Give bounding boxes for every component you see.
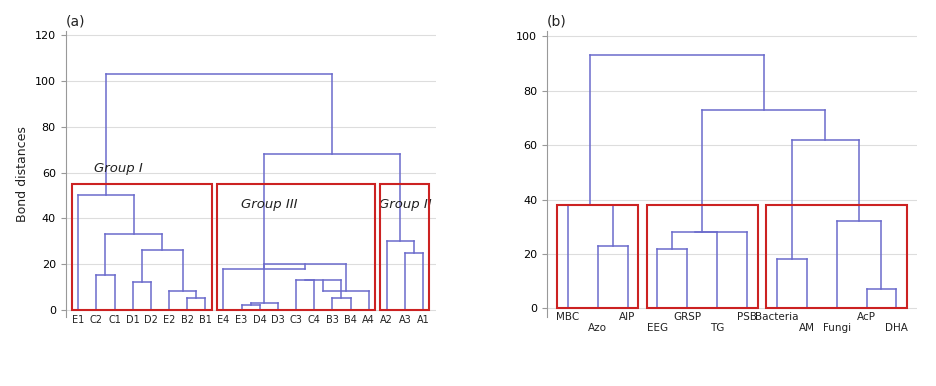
Text: A2: A2 bbox=[380, 315, 393, 325]
Text: AM: AM bbox=[798, 323, 814, 334]
Bar bbox=[767, 205, 907, 308]
Text: E1: E1 bbox=[72, 315, 84, 325]
Text: (a): (a) bbox=[66, 14, 85, 28]
Text: Fungi: Fungi bbox=[823, 323, 851, 334]
Text: A4: A4 bbox=[362, 315, 375, 325]
Text: D1: D1 bbox=[125, 315, 139, 325]
Bar bbox=[558, 205, 638, 308]
Bar bbox=[72, 184, 212, 310]
Bar bbox=[217, 184, 375, 310]
Text: MBC: MBC bbox=[556, 312, 579, 322]
Text: A1: A1 bbox=[417, 315, 430, 325]
Bar bbox=[380, 184, 430, 310]
Text: DHA: DHA bbox=[885, 323, 908, 334]
Text: C2: C2 bbox=[90, 315, 103, 325]
Text: PSB: PSB bbox=[737, 312, 757, 322]
Text: TG: TG bbox=[710, 323, 724, 334]
Text: EEG: EEG bbox=[647, 323, 668, 334]
Text: (b): (b) bbox=[547, 14, 566, 28]
Text: C3: C3 bbox=[289, 315, 302, 325]
Bar bbox=[647, 205, 757, 308]
Text: E4: E4 bbox=[217, 315, 229, 325]
Text: D4: D4 bbox=[253, 315, 267, 325]
Text: GRSP: GRSP bbox=[673, 312, 701, 322]
Text: A3: A3 bbox=[399, 315, 411, 325]
Y-axis label: Bond distances: Bond distances bbox=[16, 126, 29, 222]
Text: AcP: AcP bbox=[857, 312, 876, 322]
Text: Group III: Group III bbox=[241, 198, 297, 212]
Text: Group I: Group I bbox=[94, 162, 142, 175]
Text: B4: B4 bbox=[344, 315, 357, 325]
Text: D2: D2 bbox=[144, 315, 158, 325]
Text: D3: D3 bbox=[271, 315, 285, 325]
Text: E2: E2 bbox=[163, 315, 175, 325]
Text: Bacteria: Bacteria bbox=[755, 312, 798, 322]
Text: C4: C4 bbox=[308, 315, 321, 325]
Text: B2: B2 bbox=[181, 315, 194, 325]
Text: E3: E3 bbox=[236, 315, 248, 325]
Text: C1: C1 bbox=[108, 315, 121, 325]
Text: Group II: Group II bbox=[379, 198, 431, 212]
Text: B1: B1 bbox=[198, 315, 212, 325]
Text: AIP: AIP bbox=[620, 312, 636, 322]
Text: Azo: Azo bbox=[588, 323, 607, 334]
Text: B3: B3 bbox=[326, 315, 339, 325]
